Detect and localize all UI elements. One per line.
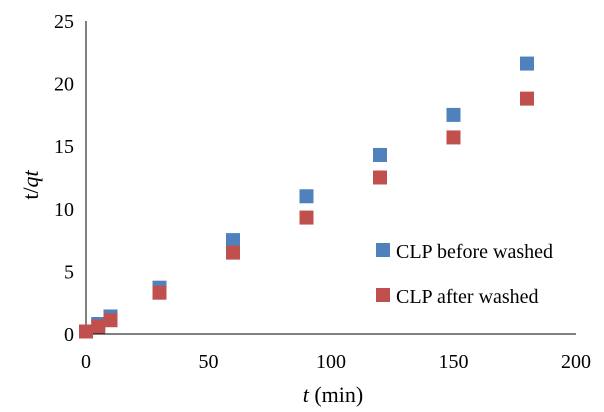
data-point-after-washed: [226, 245, 240, 260]
x-tick-labels: 0 50 100 150 200: [81, 351, 591, 373]
data-point-after-washed: [103, 313, 118, 328]
data-point-before-washed: [373, 147, 387, 162]
data-point-after-washed: [520, 91, 534, 106]
y-tick-label: 5: [64, 261, 74, 283]
data-point-before-washed: [226, 233, 240, 248]
y-tick-label: 0: [64, 324, 74, 346]
data-point-before-washed: [299, 189, 314, 204]
data-point-after-washed: [299, 210, 314, 225]
data-point-after-washed: [79, 324, 93, 339]
x-axis-title-rest: (min): [309, 382, 363, 407]
y-tick-label: 25: [54, 11, 74, 33]
data-point-after-washed: [373, 170, 387, 185]
legend-swatch-before-washed: [376, 243, 390, 257]
x-axis-title-italic: t: [303, 382, 310, 407]
x-tick-label: 200: [561, 351, 591, 373]
y-axis-title-prefix: t/: [18, 187, 43, 200]
x-tick-label: 150: [439, 351, 469, 373]
data-point-after-washed: [446, 130, 461, 145]
x-tick-label: 100: [316, 351, 346, 373]
y-tick-label: 20: [54, 74, 74, 96]
y-tick-label: 15: [54, 136, 74, 158]
data-point-after-washed: [152, 285, 167, 300]
data-points: [79, 56, 534, 339]
legend: CLP before washed CLP after washed: [376, 241, 553, 308]
legend-label-after-washed: CLP after washed: [396, 286, 539, 308]
x-tick-label: 0: [81, 351, 91, 373]
legend-swatch-after-washed: [376, 288, 390, 302]
x-tick-label: 50: [199, 351, 219, 373]
data-point-before-washed: [520, 56, 534, 71]
data-point-after-washed: [91, 319, 106, 334]
y-axis-title: t/qt: [18, 169, 43, 199]
data-point-before-washed: [446, 107, 461, 122]
legend-label-before-washed: CLP before washed: [396, 241, 553, 263]
y-tick-label: 10: [54, 199, 74, 221]
y-tick-labels: 0 5 10 15 20 25: [54, 11, 74, 346]
y-axis-title-italic: qt: [18, 169, 43, 187]
x-axis-title: t (min): [303, 382, 364, 407]
axes: [85, 21, 576, 335]
